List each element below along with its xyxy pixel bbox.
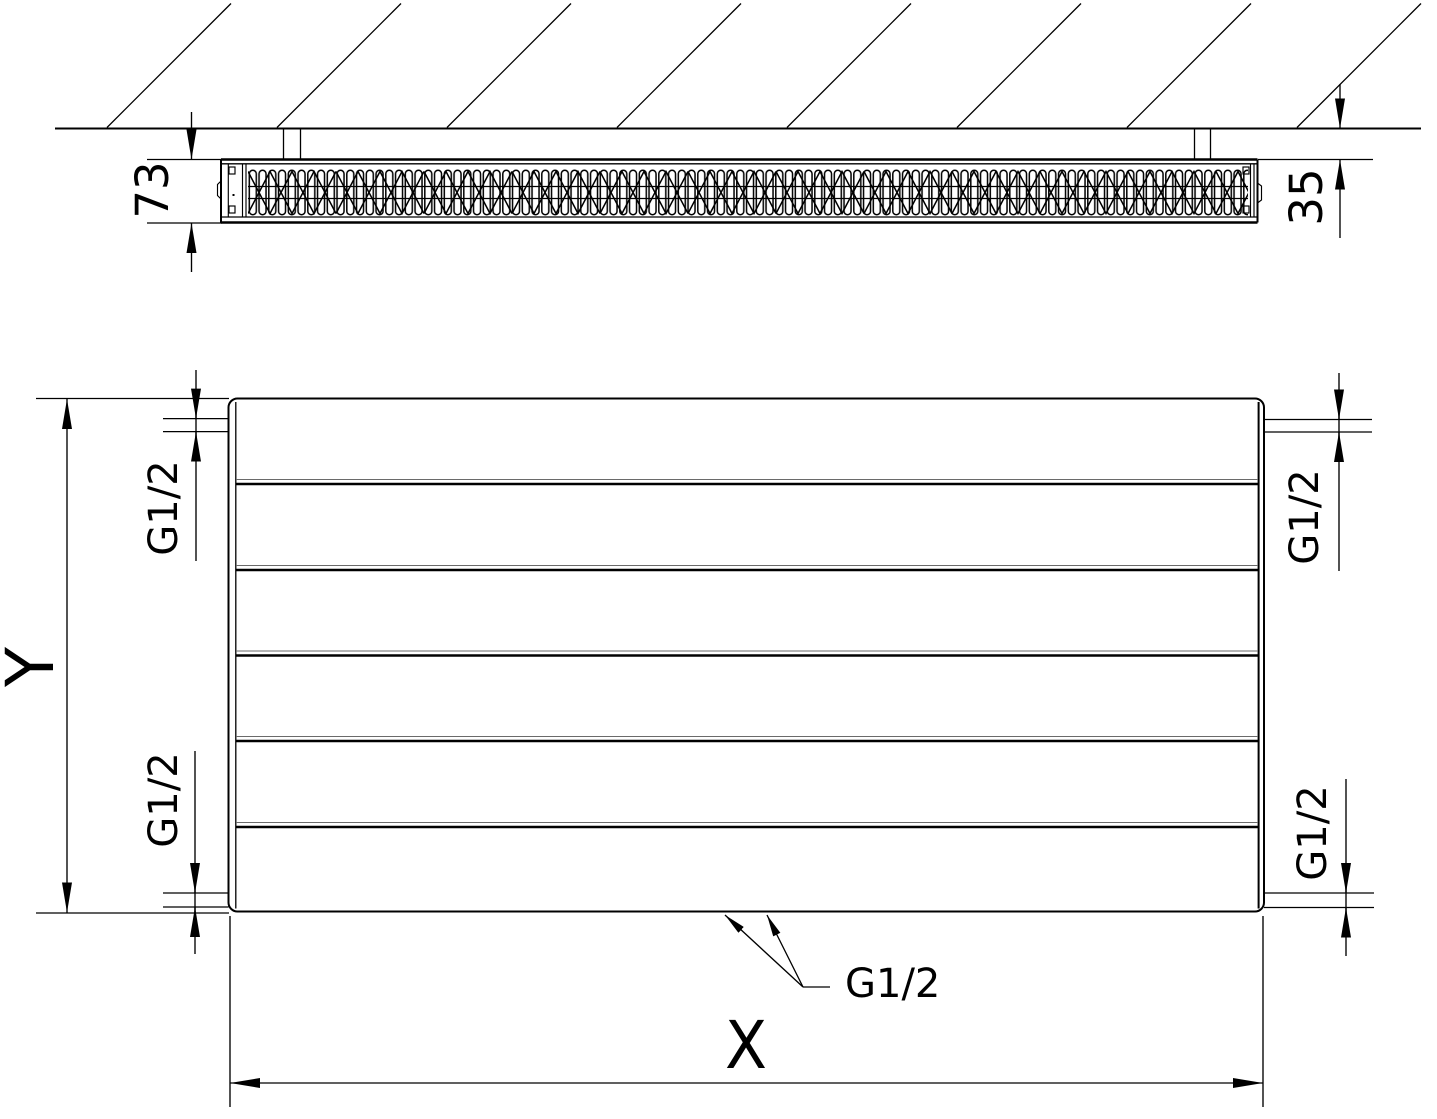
width-label: X xyxy=(725,1007,767,1084)
dim-connection-top-right: G1/2 xyxy=(1282,373,1344,571)
dim-wall-distance: 35 xyxy=(1258,84,1373,238)
leader-connection-bottom-center: G1/2 xyxy=(724,914,940,1007)
dim-connection-bottom-left: G1/2 xyxy=(141,751,200,954)
height-label: Y xyxy=(0,646,69,688)
connection-stub-bottom-left xyxy=(163,892,229,908)
wall-distance-label: 35 xyxy=(1280,168,1333,225)
dim-connection-bottom-right: G1/2 xyxy=(1290,779,1351,956)
connection-stub-bottom-right xyxy=(1264,892,1374,909)
dim-depth: 73 xyxy=(126,112,222,272)
connection-top-left-label: G1/2 xyxy=(141,460,187,555)
dim-width: X xyxy=(229,916,1264,1107)
radiator-front-view xyxy=(163,397,1374,913)
wall-bracket-left xyxy=(282,129,302,160)
dim-connection-top-left: G1/2 xyxy=(141,370,201,561)
connection-stub-top-right xyxy=(1264,418,1372,433)
wall-bracket-right xyxy=(1193,129,1212,160)
end-cap-left xyxy=(216,163,247,217)
connection-bottom-left-label: G1/2 xyxy=(141,752,187,847)
connection-bottom-right-label: G1/2 xyxy=(1290,785,1336,880)
panel-grooves xyxy=(235,479,1259,829)
connection-top-right-label: G1/2 xyxy=(1282,469,1328,564)
convector-fin-pattern xyxy=(248,169,1248,216)
depth-label: 73 xyxy=(126,161,179,218)
dim-height: Y xyxy=(0,397,229,914)
connection-bottom-center-label: G1/2 xyxy=(845,961,940,1007)
radiator-top-view xyxy=(216,158,1263,224)
ceiling-hatch xyxy=(106,3,1422,128)
